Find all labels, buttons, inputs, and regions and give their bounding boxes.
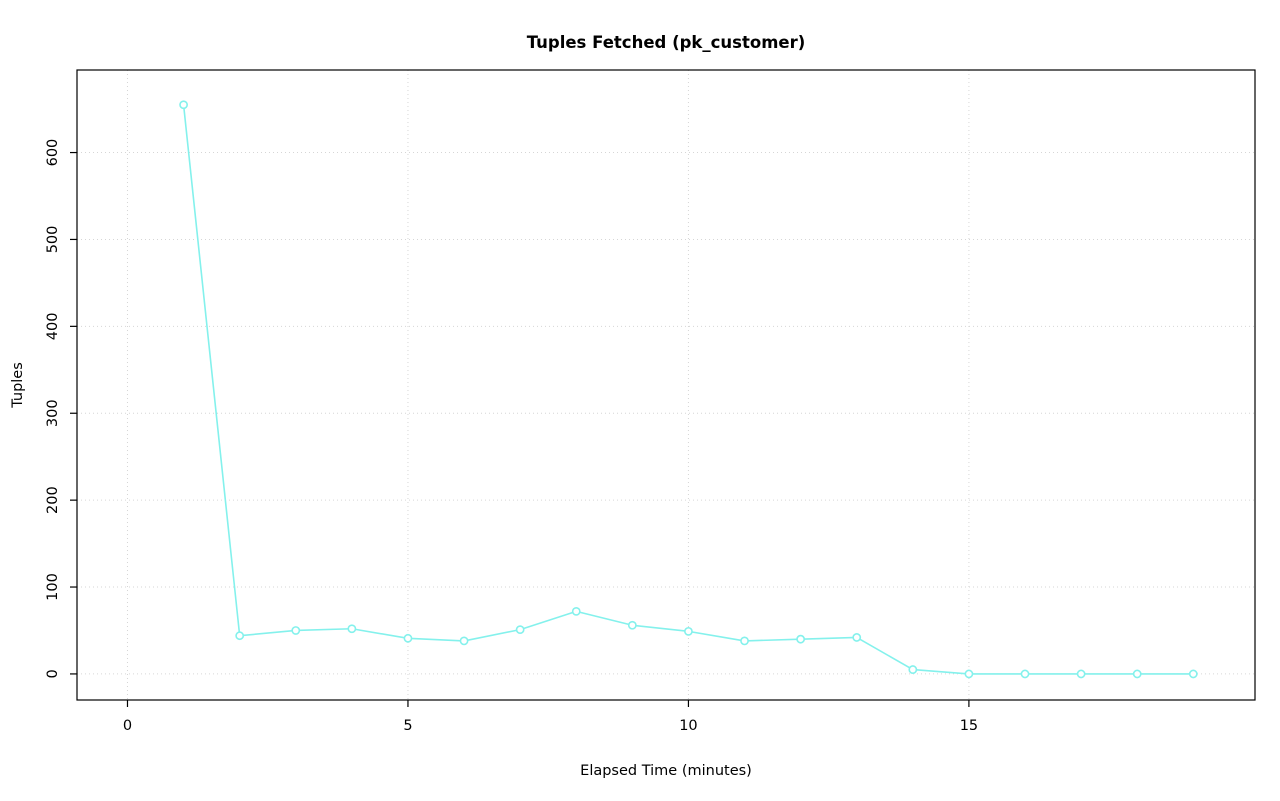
data-point [627, 620, 637, 630]
x-tick-label: 10 [679, 718, 697, 734]
x-tick-label: 0 [123, 718, 132, 734]
data-point [852, 633, 862, 642]
data-point [347, 624, 357, 634]
plot-box [76, 69, 1256, 701]
data-point [964, 669, 974, 679]
y-tick-label: 100 [45, 573, 61, 601]
data-point [1076, 669, 1086, 679]
data-point [179, 100, 188, 110]
y-tick-label: 400 [45, 313, 61, 341]
x-tick-label: 5 [403, 718, 412, 734]
data-point [235, 631, 245, 641]
y-tick-label: 300 [45, 399, 61, 427]
data-point [1188, 669, 1198, 679]
y-tick-label: 0 [45, 669, 61, 678]
data-point [908, 665, 918, 674]
y-axis-label: Tuples [10, 362, 26, 409]
data-point [740, 636, 749, 646]
data-point [459, 636, 469, 646]
y-tick-label: 500 [45, 226, 61, 254]
data-point [796, 634, 806, 644]
y-tick-label: 600 [45, 139, 61, 167]
chart-title: Tuples Fetched (pk_customer) [527, 33, 806, 52]
x-axis-label: Elapsed Time (minutes) [580, 763, 752, 779]
data-point [515, 625, 525, 635]
data-point [403, 633, 413, 643]
y-tick-label: 200 [45, 486, 61, 514]
data-point [1132, 669, 1142, 679]
data-point [571, 606, 581, 616]
data-point [291, 626, 301, 635]
x-tick-label: 15 [960, 718, 978, 734]
data-point [684, 626, 693, 636]
data-point [1020, 669, 1030, 679]
